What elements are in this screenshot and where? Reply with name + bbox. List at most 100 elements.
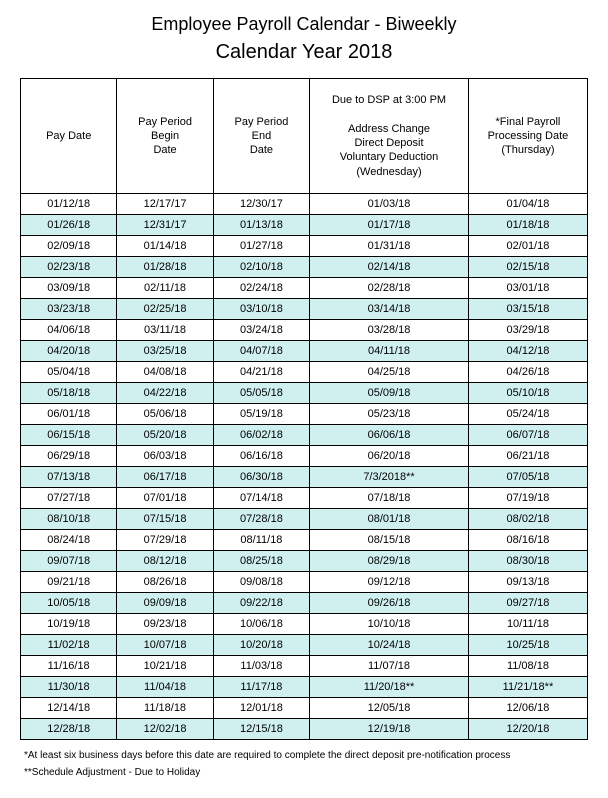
table-cell: 01/14/18 (117, 236, 213, 257)
table-row: 11/16/1810/21/1811/03/1811/07/1811/08/18 (21, 656, 588, 677)
table-cell: 01/31/18 (310, 236, 469, 257)
table-cell: 01/17/18 (310, 215, 469, 236)
table-cell: 09/27/18 (468, 593, 587, 614)
table-row: 01/12/1812/17/1712/30/1701/03/1801/04/18 (21, 194, 588, 215)
table-cell: 10/10/18 (310, 614, 469, 635)
table-cell: 12/17/17 (117, 194, 213, 215)
table-cell: 08/11/18 (213, 530, 309, 551)
table-cell: 08/29/18 (310, 551, 469, 572)
table-row: 12/14/1811/18/1812/01/1812/05/1812/06/18 (21, 698, 588, 719)
table-cell: 01/03/18 (310, 194, 469, 215)
table-cell: 09/08/18 (213, 572, 309, 593)
table-cell: 05/19/18 (213, 404, 309, 425)
table-row: 09/07/1808/12/1808/25/1808/29/1808/30/18 (21, 551, 588, 572)
table-row: 12/28/1812/02/1812/15/1812/19/1812/20/18 (21, 719, 588, 740)
table-cell: 7/3/2018** (310, 467, 469, 488)
table-cell: 07/05/18 (468, 467, 587, 488)
table-cell: 04/08/18 (117, 362, 213, 383)
table-cell: 12/06/18 (468, 698, 587, 719)
table-cell: 10/11/18 (468, 614, 587, 635)
table-cell: 01/18/18 (468, 215, 587, 236)
table-cell: 02/09/18 (21, 236, 117, 257)
table-cell: 04/20/18 (21, 341, 117, 362)
table-cell: 12/28/18 (21, 719, 117, 740)
table-cell: 02/01/18 (468, 236, 587, 257)
table-cell: 06/21/18 (468, 446, 587, 467)
footnote-1: *At least six business days before this … (24, 750, 588, 761)
table-cell: 08/01/18 (310, 509, 469, 530)
table-cell: 10/19/18 (21, 614, 117, 635)
table-cell: 02/24/18 (213, 278, 309, 299)
table-cell: 06/17/18 (117, 467, 213, 488)
table-row: 08/24/1807/29/1808/11/1808/15/1808/16/18 (21, 530, 588, 551)
table-cell: 09/21/18 (21, 572, 117, 593)
table-row: 03/23/1802/25/1803/10/1803/14/1803/15/18 (21, 299, 588, 320)
table-row: 07/27/1807/01/1807/14/1807/18/1807/19/18 (21, 488, 588, 509)
table-row: 07/13/1806/17/1806/30/187/3/2018**07/05/… (21, 467, 588, 488)
table-cell: 04/22/18 (117, 383, 213, 404)
table-row: 02/09/1801/14/1801/27/1801/31/1802/01/18 (21, 236, 588, 257)
table-cell: 12/31/17 (117, 215, 213, 236)
table-cell: 09/22/18 (213, 593, 309, 614)
table-cell: 10/21/18 (117, 656, 213, 677)
table-cell: 08/25/18 (213, 551, 309, 572)
table-row: 09/21/1808/26/1809/08/1809/12/1809/13/18 (21, 572, 588, 593)
table-cell: 03/23/18 (21, 299, 117, 320)
table-row: 11/30/1811/04/1811/17/1811/20/18**11/21/… (21, 677, 588, 698)
table-cell: 09/26/18 (310, 593, 469, 614)
table-cell: 07/29/18 (117, 530, 213, 551)
table-row: 08/10/1807/15/1807/28/1808/01/1808/02/18 (21, 509, 588, 530)
table-cell: 09/07/18 (21, 551, 117, 572)
table-cell: 07/14/18 (213, 488, 309, 509)
table-row: 11/02/1810/07/1810/20/1810/24/1810/25/18 (21, 635, 588, 656)
table-cell: 07/28/18 (213, 509, 309, 530)
table-cell: 03/10/18 (213, 299, 309, 320)
table-row: 05/18/1804/22/1805/05/1805/09/1805/10/18 (21, 383, 588, 404)
table-cell: 09/23/18 (117, 614, 213, 635)
table-cell: 02/25/18 (117, 299, 213, 320)
column-header-2: Pay PeriodEndDate (213, 79, 309, 194)
table-cell: 02/15/18 (468, 257, 587, 278)
table-cell: 01/04/18 (468, 194, 587, 215)
table-cell: 05/10/18 (468, 383, 587, 404)
table-cell: 02/23/18 (21, 257, 117, 278)
table-cell: 11/04/18 (117, 677, 213, 698)
table-row: 06/01/1805/06/1805/19/1805/23/1805/24/18 (21, 404, 588, 425)
table-row: 10/19/1809/23/1810/06/1810/10/1810/11/18 (21, 614, 588, 635)
table-cell: 03/29/18 (468, 320, 587, 341)
table-cell: 12/14/18 (21, 698, 117, 719)
table-cell: 01/27/18 (213, 236, 309, 257)
table-cell: 01/26/18 (21, 215, 117, 236)
table-row: 04/20/1803/25/1804/07/1804/11/1804/12/18 (21, 341, 588, 362)
table-cell: 11/02/18 (21, 635, 117, 656)
table-header-row: Pay DatePay PeriodBeginDatePay PeriodEnd… (21, 79, 588, 194)
table-cell: 12/05/18 (310, 698, 469, 719)
table-cell: 11/16/18 (21, 656, 117, 677)
table-cell: 08/10/18 (21, 509, 117, 530)
table-cell: 02/14/18 (310, 257, 469, 278)
table-cell: 06/02/18 (213, 425, 309, 446)
table-cell: 01/12/18 (21, 194, 117, 215)
table-cell: 10/24/18 (310, 635, 469, 656)
table-cell: 04/26/18 (468, 362, 587, 383)
table-cell: 04/06/18 (21, 320, 117, 341)
table-cell: 07/13/18 (21, 467, 117, 488)
table-row: 06/29/1806/03/1806/16/1806/20/1806/21/18 (21, 446, 588, 467)
table-cell: 03/14/18 (310, 299, 469, 320)
table-cell: 10/07/18 (117, 635, 213, 656)
column-header-4: *Final PayrollProcessing Date(Thursday) (468, 79, 587, 194)
table-cell: 06/15/18 (21, 425, 117, 446)
table-cell: 09/13/18 (468, 572, 587, 593)
table-cell: 11/20/18** (310, 677, 469, 698)
table-cell: 10/06/18 (213, 614, 309, 635)
table-cell: 12/02/18 (117, 719, 213, 740)
table-row: 01/26/1812/31/1701/13/1801/17/1801/18/18 (21, 215, 588, 236)
table-row: 03/09/1802/11/1802/24/1802/28/1803/01/18 (21, 278, 588, 299)
table-row: 05/04/1804/08/1804/21/1804/25/1804/26/18 (21, 362, 588, 383)
table-cell: 07/19/18 (468, 488, 587, 509)
table-cell: 12/15/18 (213, 719, 309, 740)
table-cell: 08/26/18 (117, 572, 213, 593)
table-cell: 12/30/17 (213, 194, 309, 215)
table-cell: 11/21/18** (468, 677, 587, 698)
table-cell: 06/30/18 (213, 467, 309, 488)
